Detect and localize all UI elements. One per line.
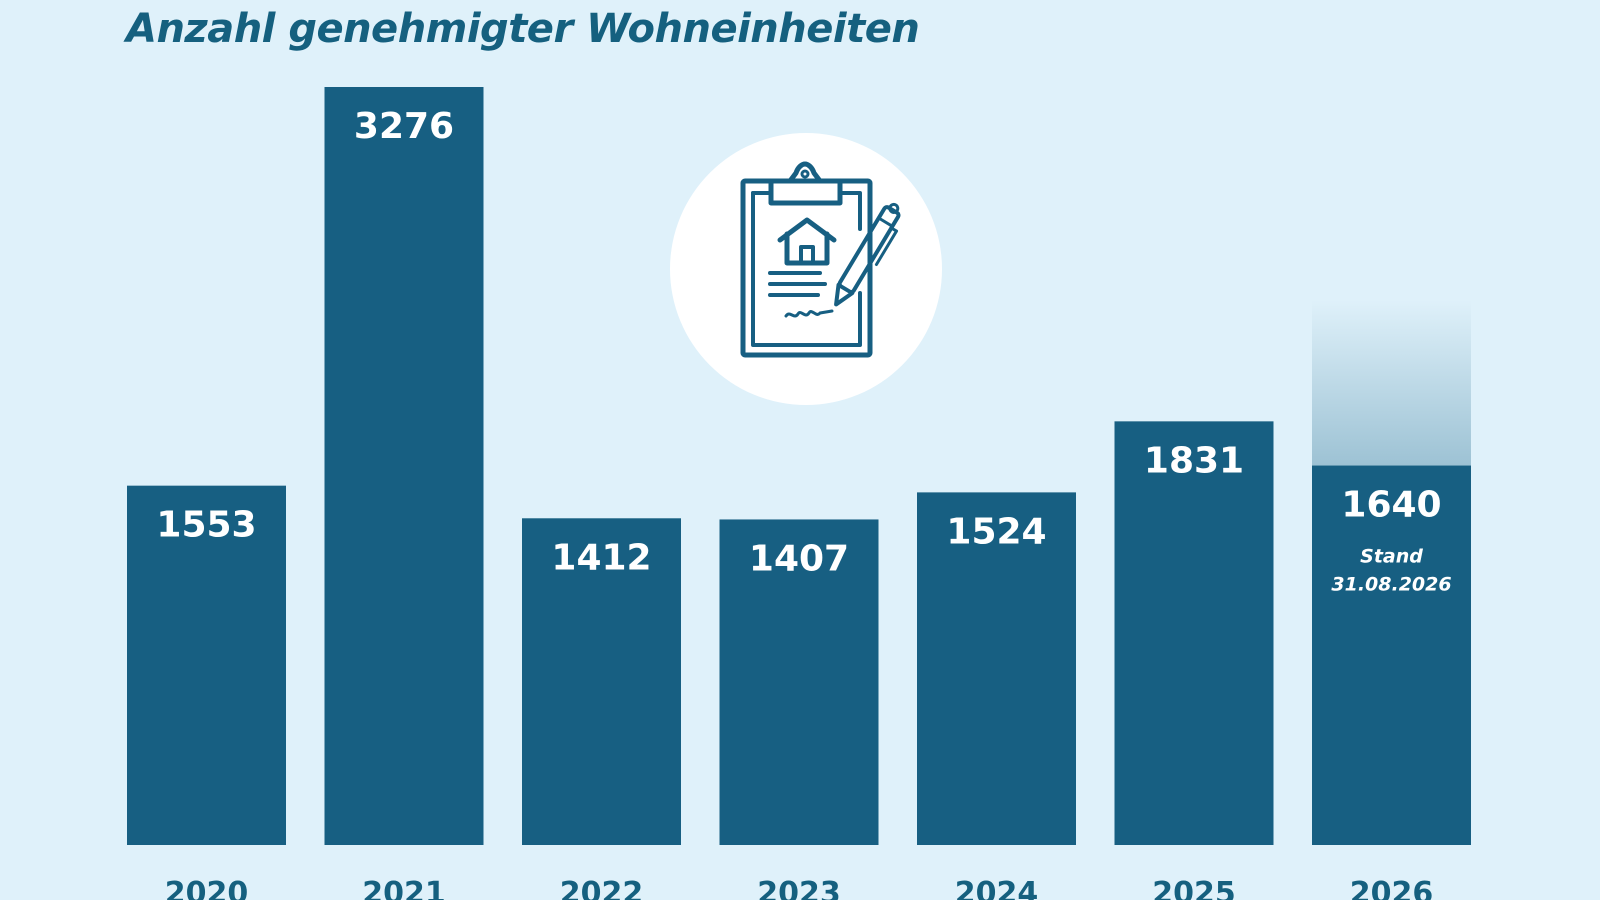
bars-layer xyxy=(127,87,1471,845)
chart-title: Anzahl genehmigter Wohneinheiten xyxy=(126,6,920,52)
data-label-2020: 1553 xyxy=(156,505,256,546)
data-label-2023: 1407 xyxy=(749,538,849,579)
data-label-2024: 1524 xyxy=(946,511,1046,552)
annotation-2026-line-2: 31.08.2026 xyxy=(1331,574,1451,596)
data-label-2021: 3276 xyxy=(354,106,454,147)
x-tick-label-2024: 2024 xyxy=(955,876,1039,900)
x-tick-label-2022: 2022 xyxy=(560,876,644,900)
bar-2024 xyxy=(917,492,1076,845)
bar-2021 xyxy=(324,87,484,845)
x-tick-label-2020: 2020 xyxy=(165,876,249,900)
bar-2026-projection-fade xyxy=(1312,300,1471,466)
bar-2023 xyxy=(719,519,879,845)
x-tick-label-2021: 2021 xyxy=(362,876,446,900)
data-label-2026: 1640 xyxy=(1341,485,1441,526)
bar-2025 xyxy=(1114,421,1274,845)
bar-2026 xyxy=(1312,465,1471,845)
annotation-2026-line-1: Stand xyxy=(1360,546,1423,568)
x-tick-label-2026: 2026 xyxy=(1350,876,1434,900)
data-label-2022: 1412 xyxy=(551,537,651,578)
bar-2020 xyxy=(127,485,286,845)
labels-layer: 1553 2020 3276 2021 1412 2022 1407 2023 1524 2024… xyxy=(156,106,1451,900)
x-tick-label-2025: 2025 xyxy=(1152,876,1236,900)
x-tick-label-2023: 2023 xyxy=(757,876,841,900)
clipboard-contract-icon xyxy=(670,133,942,405)
bar-2022 xyxy=(522,518,681,845)
data-label-2025: 1831 xyxy=(1144,440,1244,481)
